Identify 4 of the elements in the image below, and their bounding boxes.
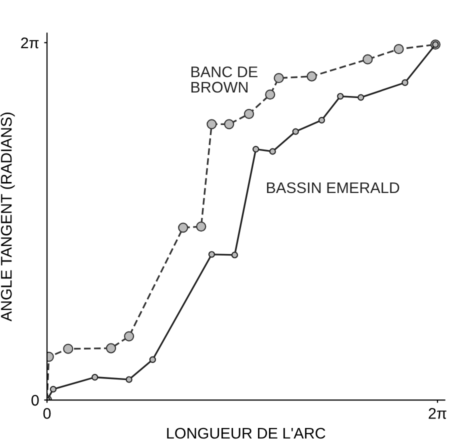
y-axis-title: ANGLE TANGENT (RADIANS) xyxy=(0,112,15,322)
series-label: BASSIN EMERALD xyxy=(267,182,400,194)
series-label: BANC DE BROWN xyxy=(191,66,258,93)
x-axis-title: LONGUEUR DE L'ARC xyxy=(167,428,326,439)
